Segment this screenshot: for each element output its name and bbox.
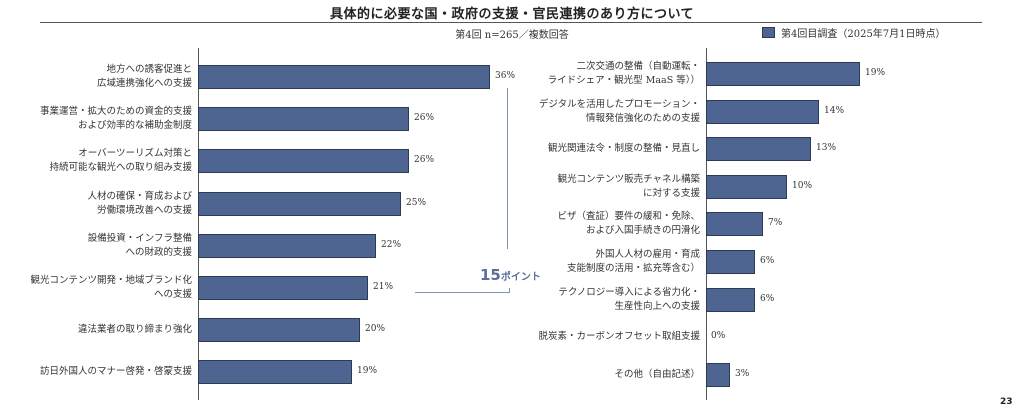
difference-unit: ポイント bbox=[500, 272, 541, 283]
bar bbox=[706, 212, 763, 237]
bar-label-line2: への支援 bbox=[153, 289, 192, 300]
bar bbox=[706, 137, 811, 162]
bar-label-line1: ビザ（査証）要件の緩和・免除、 bbox=[557, 211, 700, 223]
bar-label: 観光コンテンツ開発・地域ブランド化への支援 bbox=[30, 274, 192, 302]
bar-label-line1: 訪日外国人のマナー啓発・啓蒙支援 bbox=[39, 366, 192, 378]
bar-value-label: 10% bbox=[792, 180, 813, 191]
bar-value-label: 0% bbox=[711, 331, 726, 342]
bar-label-line2: 広域連携強化への支援 bbox=[96, 78, 192, 89]
bar-label: デジタルを活用したプロモーション・情報発信強化のための支援 bbox=[539, 98, 700, 126]
bar bbox=[198, 149, 409, 174]
bar-label: 脱炭素・カーボンオフセット取組支援 bbox=[538, 330, 700, 344]
bar bbox=[198, 191, 401, 216]
bar bbox=[198, 233, 376, 258]
bar-label: ビザ（査証）要件の緩和・免除、および入国手続きの円滑化 bbox=[557, 210, 700, 238]
bar-label-line2: への財政的支援 bbox=[125, 246, 192, 258]
bar-label-line1: 地方への誘客促進と bbox=[106, 64, 192, 75]
left-chart-axis bbox=[198, 48, 199, 400]
bar-value-label: 6% bbox=[760, 256, 775, 266]
bar-label: テクノロジー導入による省力化・生産性向上への支援 bbox=[558, 286, 700, 314]
bar-label-line2: 生産性向上への支援 bbox=[614, 300, 700, 312]
bar-label-line1: 観光コンテンツ開発・地域ブランド化 bbox=[30, 275, 192, 286]
bar-label-line2: 持続可能な観光への取り組み支援 bbox=[49, 162, 192, 174]
bar-label-line1: 二次交通の整備（自動運転・ bbox=[576, 61, 700, 72]
bar-label-line1: テクノロジー導入による省力化・ bbox=[558, 286, 700, 298]
bar-label: 事業運営・拡大のための資金的支援および効率的な補助金制度 bbox=[40, 105, 192, 133]
bar-value-label: 26% bbox=[414, 155, 435, 166]
bar-value-label: 7% bbox=[768, 218, 783, 229]
legend-swatch-icon bbox=[762, 27, 775, 38]
bar-label-line1: デジタルを活用したプロモーション・ bbox=[538, 98, 700, 110]
bar-label: 違法業者の取り締まり強化 bbox=[78, 323, 192, 337]
bar-value-label: 19% bbox=[357, 366, 378, 377]
difference-number: 15 bbox=[480, 266, 501, 284]
bar-label-line2: ライドシェア・観光型 MaaS 等）） bbox=[547, 75, 700, 86]
bar-label-line2: 支能制度の活用・拡充等含む） bbox=[566, 263, 700, 274]
bar-label: 地方への誘客促進と広域連携強化への支援 bbox=[97, 63, 192, 91]
bar-label-line1: オーバーツーリズム対策と bbox=[78, 148, 192, 160]
bar-value-label: 26% bbox=[414, 113, 435, 124]
bar bbox=[706, 99, 819, 124]
bar-label-line1: 事業運営・拡大のための資金的支援 bbox=[39, 106, 192, 118]
bar-label: 外国人人材の雇用・育成支能制度の活用・拡充等含む） bbox=[567, 248, 700, 276]
bar bbox=[706, 62, 860, 86]
bar-label-line1: 外国人人材の雇用・育成 bbox=[595, 249, 700, 260]
bar-label: 観光関連法令・制度の整備・見直し bbox=[548, 142, 700, 156]
bar bbox=[706, 362, 730, 387]
page-number: 23 bbox=[1000, 397, 1013, 407]
bar-value-label: 25% bbox=[406, 197, 427, 208]
bar-label-line2: 情報発信強化のための支援 bbox=[585, 112, 700, 124]
bar-label-line1: 脱炭素・カーボンオフセット取組支援 bbox=[538, 331, 700, 343]
difference-bracket-horizontal bbox=[415, 292, 510, 293]
legend-label: 第4回目調査（2025年7月1日時点） bbox=[781, 29, 946, 40]
difference-bracket-tick bbox=[509, 288, 510, 293]
bar-value-label: 14% bbox=[824, 105, 845, 116]
bar bbox=[198, 276, 368, 300]
bar bbox=[198, 360, 352, 385]
bar-label: 人材の確保・育成および労働環境改善への支援 bbox=[87, 190, 192, 218]
bar-value-label: 22% bbox=[381, 239, 402, 250]
difference-annotation: 15ポイント bbox=[480, 265, 541, 284]
bar-value-label: 3% bbox=[735, 368, 750, 379]
bar-label-line1: 違法業者の取り締まり強化 bbox=[77, 324, 192, 336]
bar-value-label: 13% bbox=[816, 143, 837, 154]
bar-label-line1: 設備投資・インフラ整備 bbox=[87, 232, 192, 244]
bar-label: オーバーツーリズム対策と持続可能な観光への取り組み支援 bbox=[49, 147, 192, 175]
bar bbox=[198, 65, 490, 89]
bar bbox=[198, 318, 360, 343]
bar-label: 訪日外国人のマナー啓発・啓蒙支援 bbox=[40, 365, 192, 379]
bar-label-line1: その他（自由記述） bbox=[614, 368, 700, 380]
bar-label-line1: 観光関連法令・制度の整備・見直し bbox=[547, 143, 700, 155]
bar-label-line2: 労働環境改善への支援 bbox=[96, 204, 192, 216]
chart-subtitle: 第4回 n=265／複数回答 bbox=[455, 30, 569, 41]
bar-label-line1: 観光コンテンツ販売チャネル構築 bbox=[557, 173, 700, 185]
bar-value-label: 6% bbox=[760, 293, 775, 304]
bar-label: 観光コンテンツ販売チャネル構築に対する支援 bbox=[558, 173, 700, 201]
bar bbox=[198, 107, 409, 132]
bar bbox=[706, 287, 755, 312]
bar-label-line2: に対する支援 bbox=[642, 187, 700, 199]
bar-label: その他（自由記述） bbox=[614, 368, 700, 382]
bar-label-line2: および効率的な補助金制度 bbox=[77, 120, 192, 132]
difference-bracket-vertical bbox=[507, 88, 508, 249]
title-divider bbox=[40, 22, 982, 23]
chart-title: 具体的に必要な国・政府の支援・官民連携のあり方について bbox=[329, 7, 695, 22]
bar-value-label: 21% bbox=[373, 282, 394, 292]
bar-label-line2: および入国手続きの円滑化 bbox=[585, 225, 700, 237]
bar-label-line1: 人材の確保・育成および bbox=[87, 190, 192, 202]
bar-value-label: 19% bbox=[865, 68, 886, 78]
bar bbox=[706, 250, 755, 274]
bar-value-label: 20% bbox=[365, 324, 386, 335]
bar-value-label: 36% bbox=[495, 71, 516, 81]
bar-label: 二次交通の整備（自動運転・ライドシェア・観光型 MaaS 等）） bbox=[548, 60, 700, 88]
bar bbox=[706, 174, 787, 199]
bar-label: 設備投資・インフラ整備への財政的支援 bbox=[88, 232, 192, 260]
legend: 第4回目調査（2025年7月1日時点） bbox=[762, 25, 946, 40]
